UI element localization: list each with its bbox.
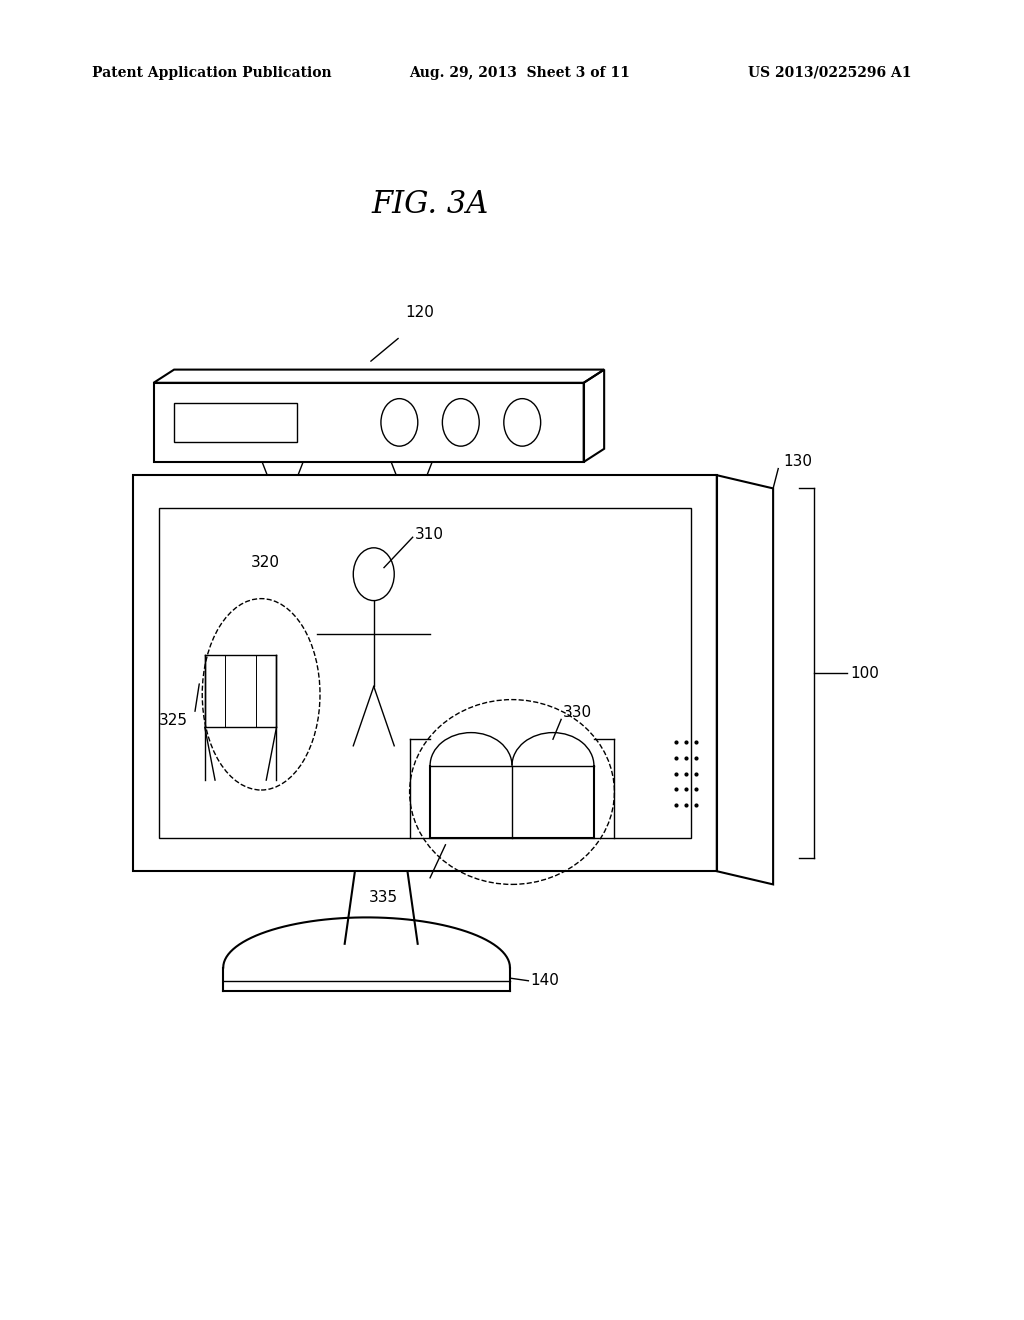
Text: US 2013/0225296 A1: US 2013/0225296 A1 [748, 66, 911, 79]
Text: 325: 325 [159, 713, 187, 729]
Text: Patent Application Publication: Patent Application Publication [92, 66, 332, 79]
Text: FIG. 3A: FIG. 3A [372, 189, 488, 220]
Text: 320: 320 [251, 554, 280, 570]
Text: 310: 310 [415, 527, 443, 543]
Text: 120: 120 [406, 305, 434, 321]
Text: Aug. 29, 2013  Sheet 3 of 11: Aug. 29, 2013 Sheet 3 of 11 [410, 66, 631, 79]
Text: 335: 335 [369, 890, 397, 906]
Text: 130: 130 [783, 454, 812, 470]
Text: 140: 140 [530, 973, 559, 989]
Text: 100: 100 [850, 665, 879, 681]
Text: 330: 330 [563, 705, 592, 721]
